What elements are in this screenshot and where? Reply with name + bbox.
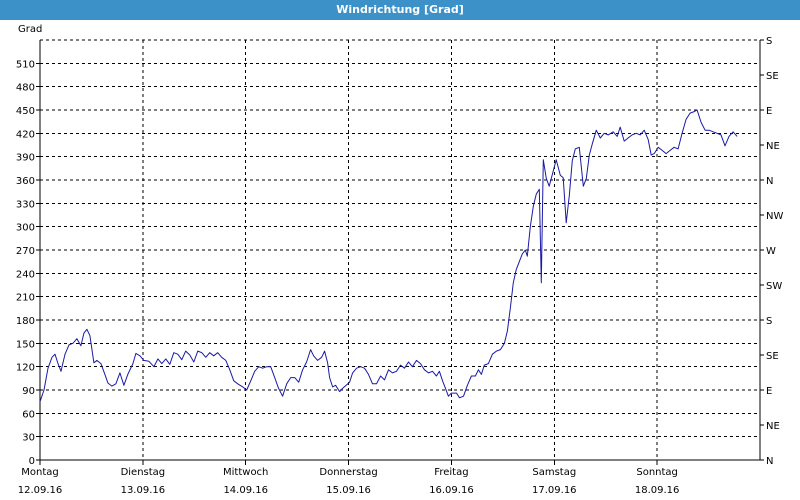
x-tick-weekday: Donnerstag [319, 467, 377, 478]
x-tick-date: 12.09.16 [18, 485, 63, 496]
right-tick-label: SE [766, 351, 779, 362]
right-tick-label: SE [766, 71, 779, 82]
x-tick-weekday: Freitag [434, 467, 468, 478]
right-tick-label: W [766, 246, 776, 257]
right-tick-label: S [766, 36, 772, 47]
y-tick-label: 420 [16, 129, 35, 140]
x-tick-date: 16.09.16 [429, 485, 474, 496]
right-tick-label: S [766, 316, 772, 327]
chart-title: Windrichtung [Grad] [0, 0, 800, 20]
series-line [39, 109, 738, 402]
y-tick-label: 120 [16, 363, 35, 374]
x-tick-date: 15.09.16 [326, 485, 371, 496]
grid [40, 39, 760, 460]
right-tick-label: SW [766, 281, 782, 292]
y-tick-label: 480 [16, 83, 35, 94]
right-tick-label: NE [766, 141, 780, 152]
y-tick-label: 330 [16, 199, 35, 210]
y-tick-label: 90 [22, 386, 35, 397]
x-tick-date: 13.09.16 [121, 485, 166, 496]
y-tick-label: 240 [16, 269, 35, 280]
x-tick-weekday: Dienstag [121, 467, 166, 478]
right-tick-label: N [766, 176, 773, 187]
x-tick-weekday: Sonntag [636, 467, 678, 478]
x-tick-weekday: Mittwoch [223, 467, 268, 478]
axes [36, 39, 764, 465]
y-tick-label: 360 [16, 176, 35, 187]
y-axis-label: Grad [18, 24, 42, 35]
right-tick-label: NE [766, 421, 780, 432]
y-tick-label: 300 [16, 223, 35, 234]
y-tick-label: 450 [16, 106, 35, 117]
y-tick-label: 180 [16, 316, 35, 327]
y-tick-label: 390 [16, 153, 35, 164]
x-tick-weekday: Samstag [532, 467, 576, 478]
right-tick-label: E [766, 386, 772, 397]
y-tick-label: 270 [16, 246, 35, 257]
y-tick-label: 150 [16, 339, 35, 350]
x-tick-date: 18.09.16 [635, 485, 680, 496]
x-tick-weekday: Montag [21, 467, 58, 478]
y-tick-label: 510 [16, 59, 35, 70]
right-tick-label: E [766, 106, 772, 117]
tick-labels: 0 30 60 90 120 150 180 210 240 270 300 330 360 390 420… [16, 24, 784, 496]
right-tick-label: N [766, 456, 773, 467]
x-tick-date: 17.09.16 [532, 485, 577, 496]
x-tick-date: 14.09.16 [223, 485, 268, 496]
y-tick-label: 0 [29, 456, 35, 467]
y-tick-label: 210 [16, 293, 35, 304]
right-tick-label: NW [766, 211, 783, 222]
y-tick-label: 30 [22, 433, 35, 444]
y-tick-label: 60 [22, 409, 35, 420]
series-layer [39, 109, 738, 402]
